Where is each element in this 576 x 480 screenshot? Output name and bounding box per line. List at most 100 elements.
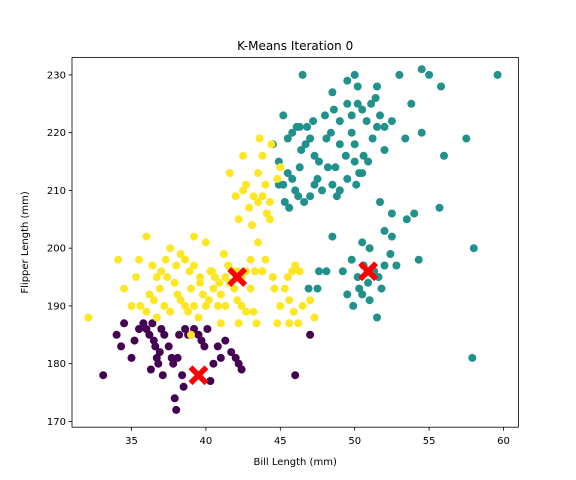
cluster-2-point [269,273,277,281]
cluster-2-point [248,221,256,229]
cluster-2-point [150,296,158,304]
cluster-2-point [217,290,225,298]
cluster-0-point [120,319,128,327]
cluster-1-point [418,65,426,73]
cluster-2-point [190,233,198,241]
cluster-2-point [232,192,240,200]
cluster-1-point [348,129,356,137]
cluster-2-point [276,302,284,310]
cluster-0-point [180,383,188,391]
cluster-1-point [373,314,381,322]
cluster-1-point [328,233,336,241]
y-tick-label: 190 [47,301,66,312]
cluster-2-point [199,290,207,298]
cluster-0-point [128,354,136,362]
y-tick-label: 210 [47,186,66,197]
cluster-2-point [217,319,225,327]
cluster-0-point [221,337,229,345]
cluster-2-point [202,238,210,246]
cluster-0-point [171,394,179,402]
cluster-1-point [300,198,308,206]
cluster-1-point [392,262,400,270]
cluster-2-point [266,198,274,206]
x-tick-label: 45 [274,436,287,447]
cluster-1-point [306,135,314,143]
cluster-1-point [343,175,351,183]
cluster-1-point [358,290,366,298]
cluster-1-point [348,256,356,264]
cluster-0-point [200,342,208,350]
cluster-0-point [99,371,107,379]
cluster-1-point [358,169,366,177]
cluster-1-point [343,100,351,108]
cluster-2-point [214,302,222,310]
cluster-1-point [381,146,389,154]
cluster-2-point [120,285,128,293]
cluster-2-point [247,285,255,293]
cluster-2-point [261,181,269,189]
cluster-2-point [135,256,143,264]
cluster-1-point [366,296,374,304]
cluster-2-point [184,308,192,316]
cluster-1-point [321,111,329,119]
x-tick-label: 60 [497,436,510,447]
cluster-1-point [358,238,366,246]
cluster-2-point [306,296,314,304]
cluster-2-point [288,267,296,275]
cluster-0-point [306,331,314,339]
x-tick-label: 55 [423,436,436,447]
cluster-2-point [235,319,243,327]
x-tick-label: 40 [200,436,213,447]
cluster-2-point [220,250,228,258]
cluster-2-point [285,319,293,327]
cluster-1-point [373,123,381,131]
x-tick-label: 35 [125,436,138,447]
cluster-2-point [270,285,278,293]
cluster-2-point [181,256,189,264]
cluster-2-point [215,279,223,287]
cluster-1-point [296,163,304,171]
cluster-2-point [136,302,144,310]
cluster-1-point [343,77,351,85]
cluster-2-point [253,319,261,327]
cluster-0-point [172,406,180,414]
cluster-1-point [436,204,444,212]
cluster-0-point [117,342,125,350]
cluster-1-point [315,267,323,275]
cluster-1-point [327,129,335,137]
cluster-2-point [266,215,274,223]
cluster-2-point [296,267,304,275]
cluster-2-point [187,285,195,293]
cluster-2-point [166,308,174,316]
cluster-1-point [372,94,380,102]
cluster-2-point [251,267,259,275]
cluster-2-point [254,169,262,177]
cluster-1-point [331,163,339,171]
cluster-1-point [388,210,396,218]
cluster-2-point [281,285,289,293]
cluster-1-point [425,71,433,79]
cluster-1-point [401,135,409,143]
cluster-1-point [364,158,372,166]
cluster-2-point [132,273,140,281]
cluster-2-point [84,314,92,322]
cluster-1-point [494,71,502,79]
cluster-2-point [259,152,267,160]
cluster-2-point [114,256,122,264]
cluster-0-point [209,360,217,368]
cluster-0-point [160,331,168,339]
cluster-2-point [299,302,307,310]
cluster-0-point [175,331,183,339]
cluster-1-point [349,302,357,310]
cluster-0-point [131,337,139,345]
cluster-2-point [245,204,253,212]
cluster-1-point [415,256,423,264]
cluster-1-point [381,123,389,131]
cluster-0-point [154,360,162,368]
cluster-1-point [403,215,411,223]
cluster-1-point [395,71,403,79]
cluster-1-point [364,279,372,287]
cluster-2-point [160,302,168,310]
cluster-1-point [418,129,426,137]
